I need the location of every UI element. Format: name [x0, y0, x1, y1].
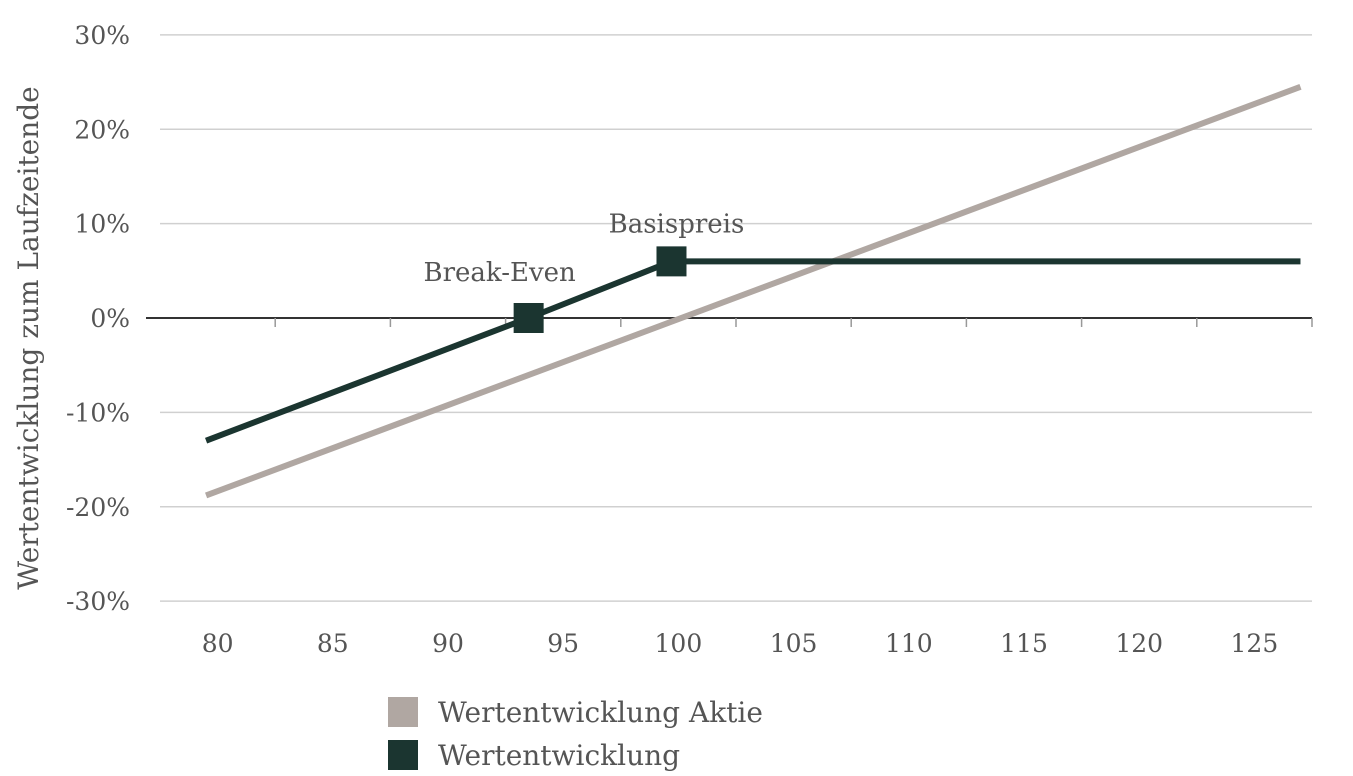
- x-tick-label: 125: [1231, 629, 1279, 658]
- y-tick-label: -10%: [66, 398, 130, 427]
- break-even-marker: [513, 303, 544, 333]
- x-tick-label: 100: [655, 629, 703, 658]
- series-lines: [205, 83, 1302, 499]
- y-tick-label: -20%: [66, 493, 130, 522]
- y-tick-label: -30%: [66, 587, 130, 616]
- x-tick-label: 80: [202, 629, 234, 658]
- x-tick-label: 105: [770, 629, 818, 658]
- x-axis-ticks: 80 85 90 95 100 105 110 115 120 125: [202, 318, 1313, 658]
- series-line-aktie: [205, 83, 1302, 499]
- legend: Wertentwicklung Aktie Wertentwicklung: [388, 696, 763, 772]
- legend-label: Wertentwicklung: [438, 739, 680, 772]
- legend-swatch: [388, 697, 418, 727]
- x-tick-label: 120: [1115, 629, 1163, 658]
- y-axis-label: Wertentwicklung zum Laufzeitende: [12, 86, 45, 590]
- y-tick-label: 10%: [74, 210, 130, 239]
- y-tick-label: 20%: [74, 115, 130, 144]
- x-tick-label: 110: [885, 629, 933, 658]
- y-tick-label: 0%: [90, 304, 130, 333]
- x-tick-label: 95: [547, 629, 579, 658]
- basispreis-label: Basispreis: [609, 209, 745, 239]
- basispreis-marker: [656, 246, 687, 277]
- x-tick-label: 85: [317, 629, 349, 658]
- x-tick-label: 90: [432, 629, 464, 658]
- legend-label: Wertentwicklung Aktie: [438, 696, 763, 729]
- markers: Break-Even Basispreis: [423, 209, 744, 333]
- y-axis-ticks: 30% 20% 10% 0% -10% -20% -30%: [66, 21, 130, 616]
- break-even-label: Break-Even: [423, 258, 576, 288]
- legend-swatch: [388, 740, 418, 770]
- y-tick-label: 30%: [74, 21, 130, 50]
- series-line-wertentwicklung: [205, 258, 1301, 444]
- grid-lines: [146, 34, 1312, 602]
- x-tick-label: 115: [1000, 629, 1048, 658]
